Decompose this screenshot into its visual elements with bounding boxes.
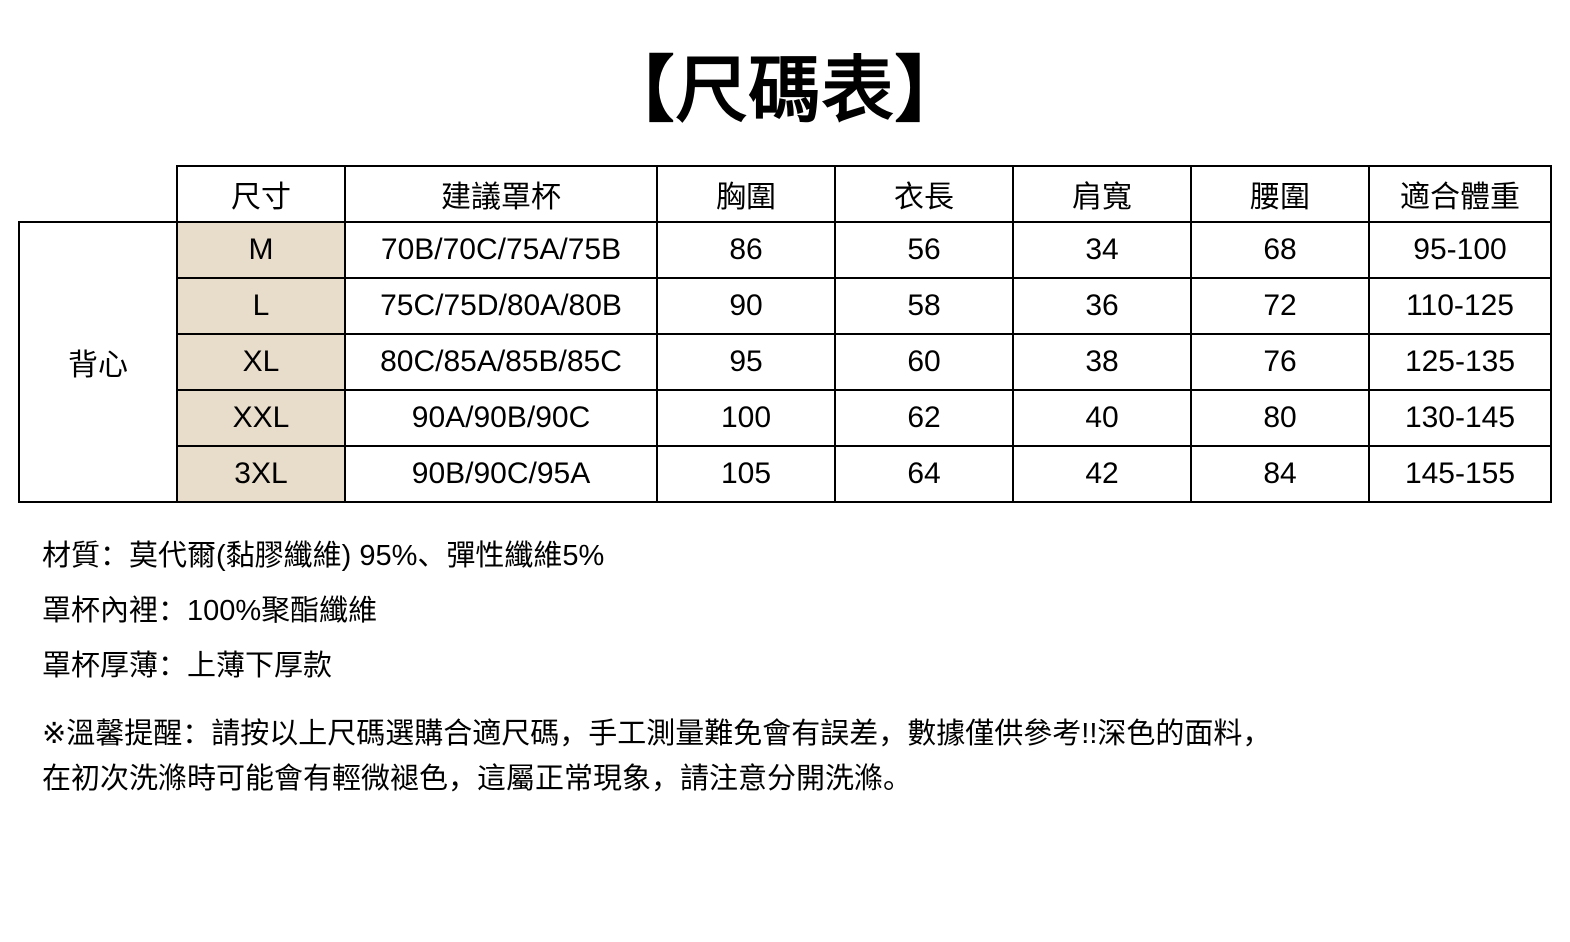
warning-line-2: 在初次洗滌時可能會有輕微褪色，這屬正常現象，請注意分開洗滌。 — [42, 763, 913, 796]
cell-weight: 110-125 — [1368, 277, 1552, 336]
cell-shoulder: 34 — [1012, 221, 1192, 280]
cell-waist: 68 — [1190, 221, 1370, 280]
cell-size: M — [176, 221, 346, 280]
cell-waist: 84 — [1190, 445, 1370, 504]
header-waist: 腰圍 — [1190, 165, 1370, 224]
cell-size: XXL — [176, 389, 346, 448]
header-shoulder: 肩寬 — [1012, 165, 1192, 224]
note-material: 材質：莫代爾(黏膠纖維) 95%、彈性纖維5% — [42, 540, 605, 573]
cell-bust: 90 — [656, 277, 836, 336]
cell-cup: 80C/85A/85B/85C — [344, 333, 658, 392]
cell-bust: 95 — [656, 333, 836, 392]
cell-size: 3XL — [176, 445, 346, 504]
cell-waist: 76 — [1190, 333, 1370, 392]
warning-line-1: ※溫馨提醒：請按以上尺碼選購合適尺碼，手工測量難免會有誤差，數據僅供參考!!深色… — [42, 718, 1272, 751]
note-cup-thickness: 罩杯厚薄：上薄下厚款 — [42, 650, 333, 683]
cell-cup: 90A/90B/90C — [344, 389, 658, 448]
cell-shoulder: 38 — [1012, 333, 1192, 392]
size-table: 尺寸 建議罩杯 胸圍 衣長 肩寬 腰圍 適合體重 背心 M 70B/70C/75… — [18, 165, 1552, 504]
warning-text: ※溫馨提醒：請按以上尺碼選購合適尺碼，手工測量難免會有誤差，數據僅供參考!!深色… — [42, 712, 1528, 802]
cell-bust: 86 — [656, 221, 836, 280]
table-row: 背心 M 70B/70C/75A/75B 86 56 34 68 95-100 — [18, 221, 1552, 504]
cell-shoulder: 36 — [1012, 277, 1192, 336]
header-weight: 適合體重 — [1368, 165, 1552, 224]
table-row: L 75C/75D/80A/80B 90 58 36 72 110-125 — [19, 277, 1552, 336]
page-title: 【尺碼表】 — [602, 51, 968, 131]
cell-shoulder: 40 — [1012, 389, 1192, 448]
header-length: 衣長 — [834, 165, 1014, 224]
cell-size: XL — [176, 333, 346, 392]
cell-length: 56 — [834, 221, 1014, 280]
header-size: 尺寸 — [176, 165, 346, 224]
cell-length: 58 — [834, 277, 1014, 336]
cell-bust: 100 — [656, 389, 836, 448]
cell-shoulder: 42 — [1012, 445, 1192, 504]
header-blank — [19, 166, 178, 224]
cell-length: 62 — [834, 389, 1014, 448]
size-chart-page: 【尺碼表】 尺寸 建議罩杯 胸圍 衣長 肩寬 腰圍 適合體重 背心 M 70B/… — [0, 51, 1570, 942]
cell-weight: 125-135 — [1368, 333, 1552, 392]
cell-length: 64 — [834, 445, 1014, 504]
cell-cup: 90B/90C/95A — [344, 445, 658, 504]
header-bust: 胸圍 — [656, 165, 836, 224]
cell-bust: 105 — [656, 445, 836, 504]
header-cup: 建議罩杯 — [344, 165, 658, 224]
table-row: XL 80C/85A/85B/85C 95 60 38 76 125-135 — [19, 333, 1552, 392]
table-row: 3XL 90B/90C/95A 105 64 42 84 145-155 — [19, 445, 1552, 504]
cell-waist: 80 — [1190, 389, 1370, 448]
table-row: XXL 90A/90B/90C 100 62 40 80 130-145 — [19, 389, 1552, 448]
cell-size: L — [176, 277, 346, 336]
cell-weight: 130-145 — [1368, 389, 1552, 448]
cell-length: 60 — [834, 333, 1014, 392]
cell-waist: 72 — [1190, 277, 1370, 336]
note-cup-lining: 罩杯內裡：100%聚酯纖維 — [42, 595, 378, 628]
table-header-row: 尺寸 建議罩杯 胸圍 衣長 肩寬 腰圍 適合體重 — [19, 165, 1552, 224]
cell-weight: 145-155 — [1368, 445, 1552, 504]
cell-cup: 70B/70C/75A/75B — [344, 221, 658, 280]
category-label: 背心 — [18, 221, 178, 504]
material-notes: 材質：莫代爾(黏膠纖維) 95%、彈性纖維5% 罩杯內裡：100%聚酯纖維 罩杯… — [0, 529, 1570, 802]
cell-weight: 95-100 — [1368, 221, 1552, 280]
cell-cup: 75C/75D/80A/80B — [344, 277, 658, 336]
